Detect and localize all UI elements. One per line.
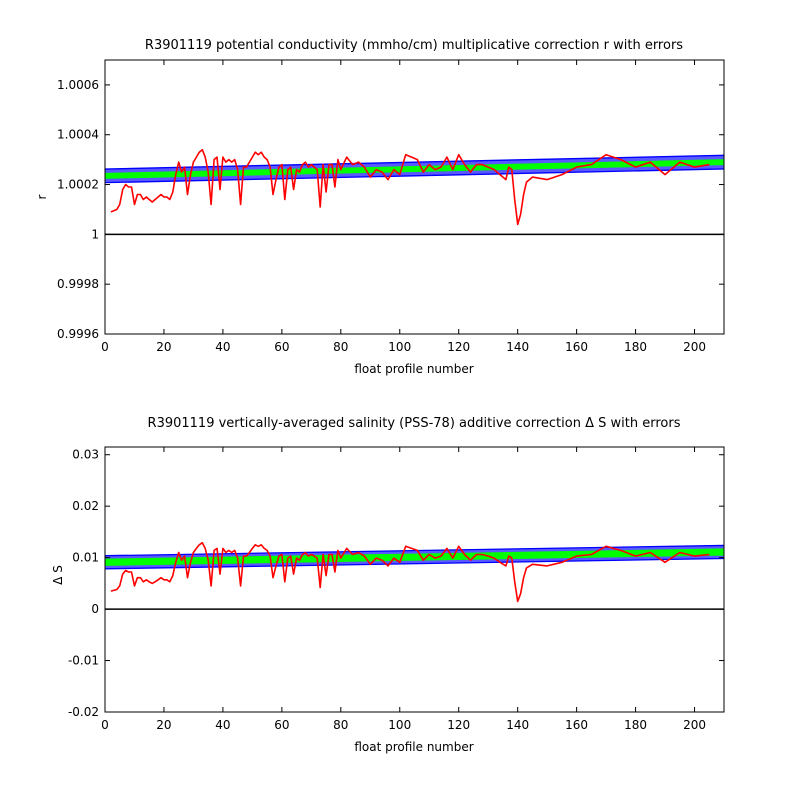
x-tick-label: 100 <box>388 718 411 732</box>
y-tick-label: 0.9996 <box>57 327 99 341</box>
x-tick-label: 200 <box>683 718 706 732</box>
x-tick-label: 80 <box>333 718 348 732</box>
y-tick-label: 0.03 <box>72 448 99 462</box>
x-axis-label: float profile number <box>354 362 473 376</box>
x-tick-label: 120 <box>447 340 470 354</box>
x-tick-label: 60 <box>274 340 289 354</box>
chart-conductivity-correction: R3901119 potential conductivity (mmho/cm… <box>35 38 725 376</box>
x-tick-label: 140 <box>506 340 529 354</box>
chart-salinity-correction: R3901119 vertically-averaged salinity (P… <box>51 416 725 754</box>
x-tick-label: 20 <box>156 718 171 732</box>
axes-frame <box>104 446 725 713</box>
plot-area <box>105 541 724 610</box>
y-tick-label: 1.0006 <box>57 78 99 92</box>
x-tick-label: 160 <box>565 340 588 354</box>
series-line <box>110 541 710 603</box>
y-tick-label: 0 <box>91 602 99 616</box>
axes-frame <box>104 59 725 335</box>
y-tick-label: -0.02 <box>68 705 99 719</box>
y-tick-label: 0.9998 <box>57 277 99 291</box>
x-tick-label: 20 <box>156 340 171 354</box>
y-tick-label: 0.01 <box>72 551 99 565</box>
x-tick-label: 40 <box>215 340 230 354</box>
x-tick-label: 200 <box>683 340 706 354</box>
x-tick-label: 0 <box>101 718 109 732</box>
x-tick-label: 100 <box>388 340 411 354</box>
y-tick-label: -0.01 <box>68 654 99 668</box>
x-axis-label: float profile number <box>354 740 473 754</box>
x-tick-label: 140 <box>506 718 529 732</box>
x-tick-label: 40 <box>215 718 230 732</box>
x-tick-label: 60 <box>274 718 289 732</box>
y-axis-label: r <box>35 194 49 199</box>
chart-title: R3901119 potential conductivity (mmho/cm… <box>145 38 683 53</box>
chart-title: R3901119 vertically-averaged salinity (P… <box>148 416 681 431</box>
x-tick-label: 180 <box>624 340 647 354</box>
plot-area <box>105 148 724 236</box>
y-axis-label: Δ S <box>51 565 65 585</box>
y-tick-label: 1 <box>91 227 99 241</box>
y-tick-label: 0.02 <box>72 499 99 513</box>
y-tick-label: 1.0004 <box>57 128 99 142</box>
x-tick-label: 160 <box>565 718 588 732</box>
x-tick-label: 180 <box>624 718 647 732</box>
y-tick-label: 1.0002 <box>57 178 99 192</box>
error-band-green <box>105 159 724 179</box>
x-tick-label: 80 <box>333 340 348 354</box>
x-tick-label: 0 <box>101 340 109 354</box>
series-line <box>110 148 710 226</box>
x-tick-label: 120 <box>447 718 470 732</box>
error-band-green <box>105 548 724 566</box>
